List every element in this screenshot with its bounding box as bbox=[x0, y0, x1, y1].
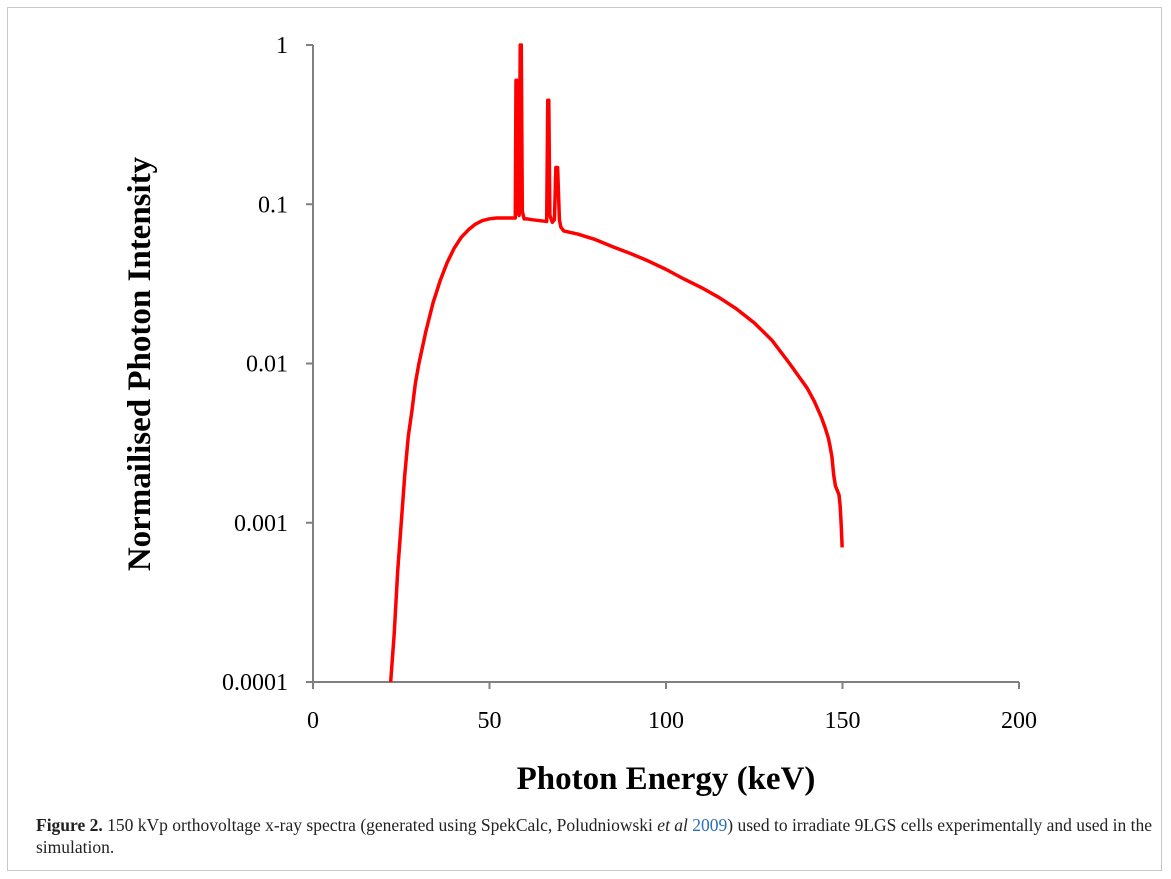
y-tick-label: 0.01 bbox=[246, 352, 288, 378]
spectrum-line bbox=[388, 43, 844, 683]
y-ticks: 0.0001 0.001 0.01 0.1 1 bbox=[222, 33, 313, 696]
caption-citation-year[interactable]: 2009 bbox=[692, 815, 728, 835]
y-tick-label: 0.1 bbox=[258, 192, 288, 218]
caption-text-2: ) used to irradiate 9LGS cells experimen… bbox=[36, 815, 1153, 857]
figure-caption: Figure 2. 150 kVp orthovoltage x-ray spe… bbox=[36, 814, 1156, 858]
y-axis-title: Normailised Photon Intensity bbox=[122, 156, 158, 571]
x-tick-label: 0 bbox=[307, 708, 319, 734]
caption-etal: et al bbox=[657, 815, 688, 835]
y-tick-label: 0.0001 bbox=[222, 670, 288, 696]
x-ticks: 0 50 100 150 200 bbox=[307, 682, 1037, 734]
y-tick-label: 0.001 bbox=[234, 511, 288, 537]
x-tick-label: 100 bbox=[648, 708, 684, 734]
caption-text-1: 150 kVp orthovoltage x-ray spectra (gene… bbox=[102, 815, 658, 835]
x-tick-label: 150 bbox=[825, 708, 861, 734]
x-axis-title: Photon Energy (keV) bbox=[517, 761, 816, 797]
figure-frame: 0.0001 0.001 0.01 0.1 1 0 50 100 150 200 Photon … bbox=[7, 7, 1162, 871]
spectrum-chart: 0.0001 0.001 0.01 0.1 1 0 50 100 150 200 Photon … bbox=[122, 33, 1037, 797]
x-tick-label: 200 bbox=[1001, 708, 1037, 734]
y-tick-label: 1 bbox=[276, 33, 288, 59]
x-tick-label: 50 bbox=[478, 708, 502, 734]
caption-label: Figure 2. bbox=[36, 815, 103, 835]
